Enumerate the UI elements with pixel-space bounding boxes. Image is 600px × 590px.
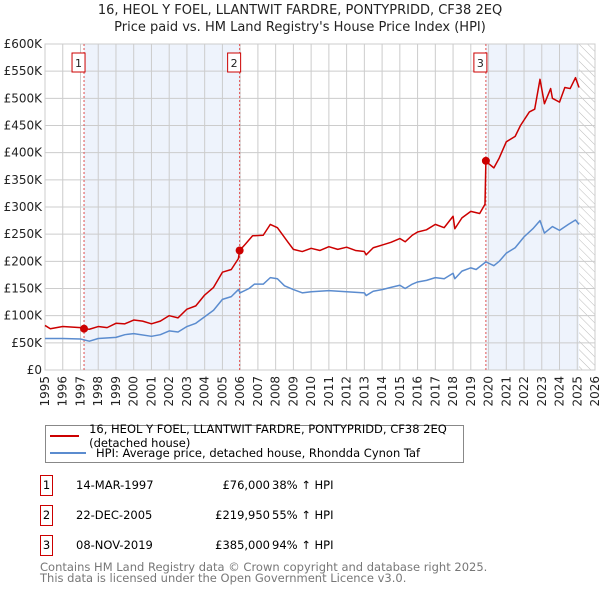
sale-label: 3 bbox=[477, 57, 484, 70]
sale-number: 2 bbox=[40, 505, 53, 526]
x-tick-label: 2001 bbox=[144, 376, 158, 407]
x-tick-label: 1997 bbox=[73, 376, 87, 407]
x-tick-label: 2014 bbox=[375, 376, 389, 407]
sale-label: 2 bbox=[231, 57, 238, 70]
x-tick-label: 2002 bbox=[162, 376, 176, 407]
y-tick-label: £550K bbox=[4, 64, 44, 78]
sale-hpi: 38% ↑ HPI bbox=[272, 478, 334, 492]
x-tick-label: 2026 bbox=[588, 376, 600, 407]
legend-blue-line bbox=[50, 452, 86, 454]
y-tick-label: £500K bbox=[4, 91, 44, 105]
legend-hpi: HPI: Average price, detached house, Rhon… bbox=[96, 446, 421, 460]
x-tick-label: 2016 bbox=[411, 376, 425, 407]
x-tick-label: 2000 bbox=[127, 376, 141, 407]
y-tick-label: £50K bbox=[11, 336, 43, 350]
x-tick-label: 2021 bbox=[499, 376, 513, 407]
y-tick-label: £600K bbox=[4, 37, 44, 51]
x-tick-label: 1995 bbox=[38, 376, 52, 407]
hpi-series-line bbox=[45, 219, 580, 342]
x-tick-label: 1999 bbox=[109, 376, 123, 407]
x-tick-label: 2007 bbox=[251, 376, 265, 407]
y-tick-label: £350K bbox=[4, 173, 44, 187]
sale-point bbox=[481, 156, 490, 165]
x-tick-label: 2012 bbox=[340, 376, 354, 407]
sale-row: 2 22-DEC-2005 £219,950 55% ↑ HPI bbox=[40, 505, 340, 526]
sale-number: 3 bbox=[40, 535, 53, 556]
footer-copyright: Contains HM Land Registry data © Crown c… bbox=[40, 560, 488, 574]
x-tick-label: 2015 bbox=[393, 376, 407, 407]
x-tick-label: 2018 bbox=[446, 376, 460, 407]
sale-label-box bbox=[227, 52, 242, 73]
sale-label: 1 bbox=[75, 57, 82, 70]
sale-number: 1 bbox=[40, 475, 53, 496]
x-tick-label: 2024 bbox=[553, 376, 567, 407]
y-tick-label: £150K bbox=[4, 282, 44, 296]
x-tick-label: 2017 bbox=[428, 376, 442, 407]
x-tick-label: 2004 bbox=[198, 376, 212, 407]
sale-price: £76,000 bbox=[222, 478, 270, 492]
legend-property: 16, HEOL Y FOEL, LLANTWIT FARDRE, PONTYP… bbox=[89, 422, 447, 450]
sale-hpi: 94% ↑ HPI bbox=[272, 538, 334, 552]
sale-date: 22-DEC-2005 bbox=[76, 508, 153, 522]
y-tick-label: £450K bbox=[4, 119, 44, 133]
x-tick-label: 2008 bbox=[269, 376, 283, 407]
x-tick-label: 2025 bbox=[570, 376, 584, 407]
y-tick-label: £100K bbox=[4, 309, 44, 323]
chart-title: 16, HEOL Y FOEL, LLANTWIT FARDRE, PONTYP… bbox=[97, 3, 503, 18]
y-tick-label: £200K bbox=[4, 254, 44, 268]
sale-row: 3 08-NOV-2019 £385,000 94% ↑ HPI bbox=[40, 535, 340, 556]
x-tick-label: 2010 bbox=[304, 376, 318, 407]
sale-price: £385,000 bbox=[215, 538, 270, 552]
y-tick-label: £250K bbox=[4, 227, 44, 241]
sale-label-box bbox=[473, 52, 488, 73]
x-tick-label: 2011 bbox=[322, 376, 336, 407]
x-tick-label: 2019 bbox=[464, 376, 478, 407]
sale-date: 14-MAR-1997 bbox=[76, 478, 154, 492]
property-series-line bbox=[44, 76, 580, 330]
y-tick-label: £300K bbox=[4, 200, 44, 214]
sale-label-box bbox=[71, 52, 86, 73]
x-tick-label: 2005 bbox=[215, 376, 229, 407]
sale-point bbox=[235, 246, 244, 255]
legend: 16, HEOL Y FOEL, LLANTWIT FARDRE, PONTYP… bbox=[45, 422, 464, 463]
plot-border bbox=[44, 43, 596, 371]
x-tick-label: 2006 bbox=[233, 376, 247, 407]
x-tick-label: 2003 bbox=[180, 376, 194, 407]
sale-row: 1 14-MAR-1997 £76,000 38% ↑ HPI bbox=[40, 475, 340, 496]
x-tick-label: 2022 bbox=[517, 376, 531, 407]
x-tick-label: 2009 bbox=[286, 376, 300, 407]
chart-subtitle: Price paid vs. HM Land Registry's House … bbox=[114, 20, 486, 35]
x-tick-label: 2023 bbox=[535, 376, 549, 407]
sale-date: 08-NOV-2019 bbox=[76, 538, 153, 552]
x-tick-label: 1998 bbox=[91, 376, 105, 407]
x-tick-label: 2020 bbox=[482, 376, 496, 407]
footer-licence: This data is licensed under the Open Gov… bbox=[40, 571, 407, 585]
legend-red-line bbox=[50, 435, 80, 437]
x-tick-label: 2013 bbox=[357, 376, 371, 407]
sale-point bbox=[80, 324, 89, 333]
sale-hpi: 55% ↑ HPI bbox=[272, 508, 334, 522]
price-chart: 1995 1996 1997 1998 1999 2000 2001 2002 2003 2004… bbox=[4, 37, 600, 407]
y-tick-label: £400K bbox=[4, 146, 44, 160]
x-tick-label: 1996 bbox=[56, 376, 70, 407]
y-tick-label: £0 bbox=[27, 363, 42, 377]
sale-price: £219,950 bbox=[215, 508, 270, 522]
